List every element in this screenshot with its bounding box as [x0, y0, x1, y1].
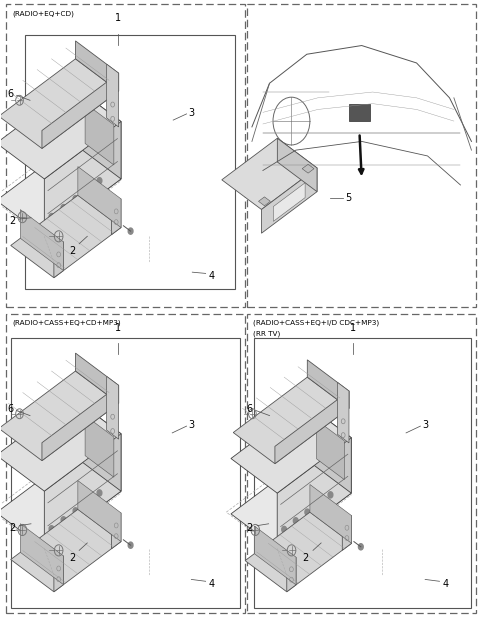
Text: 4: 4	[208, 579, 215, 589]
Polygon shape	[231, 458, 351, 548]
Circle shape	[73, 508, 78, 514]
Polygon shape	[85, 415, 114, 477]
Polygon shape	[302, 164, 314, 173]
Polygon shape	[337, 383, 349, 443]
Text: 1: 1	[350, 323, 356, 333]
Polygon shape	[0, 398, 121, 491]
Polygon shape	[42, 73, 119, 148]
Text: 4: 4	[208, 271, 215, 281]
Polygon shape	[254, 526, 296, 585]
Bar	[254, 338, 471, 609]
Polygon shape	[277, 138, 317, 192]
Polygon shape	[78, 166, 121, 227]
Polygon shape	[262, 168, 317, 233]
Polygon shape	[0, 59, 119, 148]
Polygon shape	[73, 86, 121, 179]
Text: 2: 2	[69, 246, 75, 256]
Polygon shape	[277, 438, 351, 548]
Polygon shape	[54, 556, 63, 592]
Polygon shape	[44, 122, 121, 237]
Polygon shape	[275, 391, 349, 464]
Circle shape	[293, 518, 298, 524]
Polygon shape	[11, 509, 121, 592]
Polygon shape	[0, 86, 121, 179]
Circle shape	[61, 204, 66, 211]
Bar	[6, 314, 245, 614]
Polygon shape	[233, 377, 349, 464]
Bar	[348, 104, 371, 121]
Polygon shape	[287, 557, 296, 592]
Polygon shape	[107, 376, 119, 439]
Polygon shape	[11, 195, 121, 278]
Polygon shape	[231, 403, 351, 493]
Circle shape	[73, 196, 78, 202]
Text: 5: 5	[346, 193, 352, 203]
Text: 3: 3	[422, 420, 428, 430]
Polygon shape	[42, 386, 119, 461]
Text: 1: 1	[115, 323, 121, 333]
Text: 6: 6	[247, 404, 252, 414]
Circle shape	[359, 544, 363, 550]
Polygon shape	[107, 64, 119, 127]
Circle shape	[61, 517, 66, 523]
Polygon shape	[20, 524, 63, 584]
Circle shape	[128, 228, 133, 234]
Circle shape	[85, 499, 90, 505]
Text: 6: 6	[7, 89, 13, 99]
Text: (RADIO+CASS+EQ+CD+MP3): (RADIO+CASS+EQ+CD+MP3)	[12, 320, 120, 326]
Text: 2: 2	[303, 553, 309, 563]
Bar	[11, 338, 240, 609]
Text: (RADIO+CASS+EQ+I/D CDC+MP3): (RADIO+CASS+EQ+I/D CDC+MP3)	[253, 320, 379, 326]
Polygon shape	[111, 513, 121, 549]
Circle shape	[282, 527, 287, 533]
Polygon shape	[274, 183, 305, 221]
Polygon shape	[222, 138, 317, 209]
Polygon shape	[307, 360, 349, 408]
Bar	[6, 4, 245, 307]
Circle shape	[49, 214, 54, 220]
Text: 3: 3	[188, 107, 194, 117]
Circle shape	[305, 509, 310, 515]
Polygon shape	[75, 353, 119, 403]
Circle shape	[97, 490, 102, 496]
Circle shape	[316, 501, 321, 507]
Polygon shape	[78, 481, 121, 542]
Text: 2: 2	[246, 523, 252, 533]
Polygon shape	[0, 371, 119, 461]
Polygon shape	[305, 403, 351, 493]
Polygon shape	[20, 210, 63, 271]
Text: 1: 1	[115, 13, 121, 23]
Text: 6: 6	[7, 404, 13, 414]
Bar	[25, 35, 235, 289]
Bar	[247, 314, 476, 614]
Polygon shape	[111, 199, 121, 235]
Text: 2: 2	[9, 216, 15, 226]
Polygon shape	[310, 484, 351, 543]
Circle shape	[328, 492, 333, 498]
Circle shape	[49, 526, 54, 532]
Polygon shape	[0, 143, 121, 237]
Polygon shape	[0, 455, 121, 548]
Text: 3: 3	[188, 420, 194, 430]
Circle shape	[85, 186, 90, 193]
Text: 2: 2	[9, 523, 15, 533]
Polygon shape	[75, 41, 119, 91]
Text: 4: 4	[442, 579, 448, 589]
Bar	[247, 4, 476, 307]
Polygon shape	[245, 512, 351, 592]
Polygon shape	[85, 103, 114, 165]
Polygon shape	[259, 197, 270, 206]
Text: (RADIO+EQ+CD): (RADIO+EQ+CD)	[12, 11, 74, 17]
Circle shape	[128, 542, 133, 548]
Polygon shape	[54, 242, 63, 278]
Circle shape	[97, 178, 102, 184]
Polygon shape	[73, 398, 121, 491]
Polygon shape	[342, 515, 351, 550]
Polygon shape	[317, 420, 344, 479]
Text: (RR TV): (RR TV)	[253, 331, 280, 337]
Text: 2: 2	[69, 553, 75, 563]
Polygon shape	[44, 434, 121, 548]
